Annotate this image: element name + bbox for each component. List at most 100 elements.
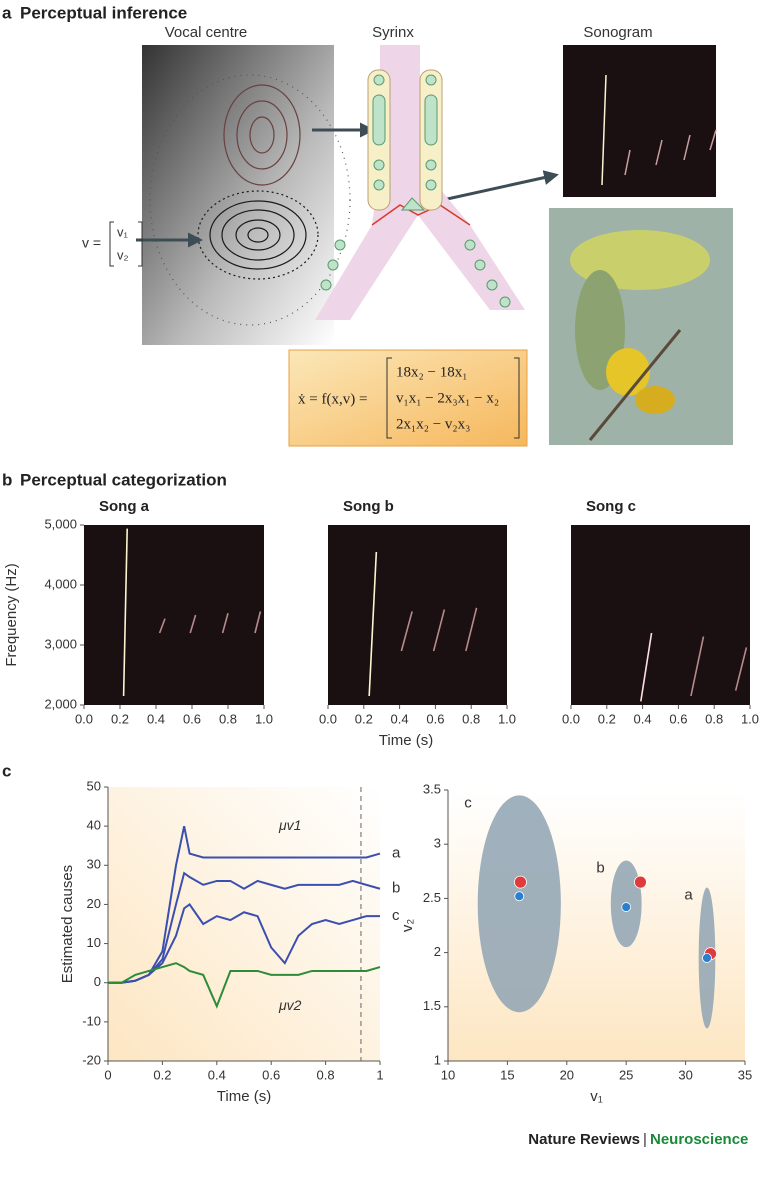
sonogram-streak [122, 528, 128, 697]
photo-content [570, 230, 710, 441]
x-tick-label: 15 [500, 1067, 514, 1082]
heading: Syrinx [372, 24, 414, 41]
v-label: v = [82, 235, 101, 251]
y-tick-label: 2 [434, 944, 441, 959]
sonogram-streak [368, 551, 378, 697]
sonogram-image [84, 525, 264, 705]
x-tick-label: 10 [441, 1067, 455, 1082]
point [621, 902, 632, 912]
plot-background [108, 787, 380, 1061]
sonogram-streak [734, 647, 748, 691]
sonogram-image [571, 525, 750, 705]
x-axis-label: Time (s) [379, 732, 433, 749]
region-label: c [464, 794, 472, 811]
x-tick-label: 0.2 [111, 711, 129, 726]
equation-box [288, 349, 528, 447]
panel-label: a [2, 3, 12, 22]
y-tick-label: 40 [87, 818, 101, 833]
y-tick-label: 10 [87, 935, 101, 950]
equation-lhs: ẋ = f(x,v) = [298, 391, 367, 407]
annotation: μv1 [278, 817, 301, 833]
point [514, 891, 525, 902]
sonogram-streak [400, 611, 413, 652]
sonogram-image [328, 525, 507, 705]
x-tick-label: 0.4 [208, 1067, 226, 1082]
series-line [108, 962, 381, 1009]
x-tick-label: 0.4 [147, 711, 165, 726]
y-tick-label: 0 [94, 974, 101, 989]
y-tick-label: 5,000 [44, 516, 77, 531]
sonogram-streak [432, 609, 446, 652]
region [477, 795, 561, 1013]
sonogram-streak [158, 618, 166, 634]
x-axis-label: v₁ [590, 1088, 603, 1105]
point [514, 875, 527, 889]
sonogram-streak [189, 614, 197, 634]
equation-row: v₁x₁ − 2x₃x₁ − x₂ [396, 390, 499, 406]
region-label: b [596, 859, 604, 876]
chart-title: Song c [586, 498, 636, 515]
x-tick-label: 0.6 [262, 1067, 280, 1082]
x-tick-label: 0 [104, 1067, 111, 1082]
y-tick-label: 1 [434, 1052, 441, 1067]
x-tick-label: 0.6 [669, 711, 687, 726]
panel-title: Perceptual inference [20, 3, 187, 22]
footer-section: Neuroscience [650, 1131, 748, 1148]
sonogram-streak [640, 632, 653, 702]
chart-title: Song b [343, 498, 394, 515]
sonogram-streak [690, 636, 705, 697]
heading: Vocal centre [165, 24, 248, 41]
sonogram-streak [465, 607, 478, 652]
series-label: b [392, 880, 400, 897]
attractor-background [142, 45, 334, 345]
v-row: v₂ [117, 247, 129, 262]
equation-row: 18x₂ − 18x₁ [396, 364, 467, 380]
y-tick-label: 3 [434, 836, 441, 851]
x-tick-label: 0.8 [705, 711, 723, 726]
y-tick-label: 3.5 [423, 781, 441, 796]
point [702, 953, 712, 963]
equation-row: 2x₁x₂ − v₂x₃ [396, 416, 470, 432]
sonogram-image [563, 45, 716, 197]
series-label: c [392, 907, 400, 924]
x-tick-label: 1.0 [255, 711, 273, 726]
x-tick-label: 0.8 [317, 1067, 335, 1082]
x-tick-label: 0.0 [75, 711, 93, 726]
sonogram-streaks [601, 74, 717, 186]
y-tick-label: 50 [87, 778, 101, 793]
y-tick-label: 2,000 [44, 696, 77, 711]
y-tick-label: 3,000 [44, 636, 77, 651]
point [634, 875, 647, 889]
x-tick-label: 20 [560, 1067, 574, 1082]
y-axis-label: v₂ [399, 919, 416, 933]
x-tick-label: 0.4 [634, 711, 652, 726]
y-tick-label: 20 [87, 896, 101, 911]
bracket [109, 221, 143, 267]
x-tick-label: 0.6 [183, 711, 201, 726]
sonogram-streak [221, 612, 229, 634]
x-tick-label: 1.0 [498, 711, 516, 726]
y-axis-label: Frequency (Hz) [3, 563, 20, 666]
x-tick-label: 25 [619, 1067, 633, 1082]
x-tick-label: 1.0 [741, 711, 759, 726]
y-tick-label: 4,000 [44, 576, 77, 591]
y-tick-label: 30 [87, 857, 101, 872]
panel-title: Perceptual categorization [20, 470, 227, 489]
chart-title: Song a [99, 498, 150, 515]
x-tick-label: 0.0 [319, 711, 337, 726]
y-tick-label: -20 [82, 1052, 101, 1067]
x-tick-label: 0.6 [426, 711, 444, 726]
x-axis-label: Time (s) [217, 1088, 271, 1105]
x-tick-label: 0.2 [355, 711, 373, 726]
panel-label: b [2, 470, 12, 489]
x-tick-label: 0.8 [462, 711, 480, 726]
y-axis-label: Estimated causes [59, 865, 76, 983]
attractor [149, 74, 351, 326]
footer-separator: | [643, 1131, 647, 1148]
series-line [108, 825, 381, 984]
panel-label: c [2, 761, 11, 780]
y-tick-label: 1.5 [423, 998, 441, 1013]
annotation: μv2 [278, 997, 302, 1013]
heading: Sonogram [583, 24, 652, 41]
